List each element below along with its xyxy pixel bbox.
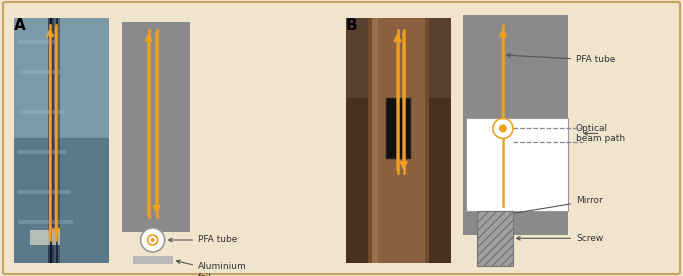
Bar <box>346 18 451 98</box>
Bar <box>346 18 451 263</box>
FancyBboxPatch shape <box>3 2 680 274</box>
Bar <box>18 220 73 224</box>
Bar <box>346 98 451 263</box>
Bar <box>14 18 109 138</box>
Bar <box>56 18 58 263</box>
Bar <box>386 98 410 158</box>
Bar <box>54 18 60 263</box>
Bar <box>368 18 372 263</box>
Bar <box>463 15 568 235</box>
Bar <box>30 230 60 245</box>
Text: PFA tube: PFA tube <box>507 54 615 65</box>
Bar <box>466 118 568 211</box>
Text: Screw: Screw <box>516 234 603 243</box>
Circle shape <box>493 118 513 138</box>
Circle shape <box>499 124 507 132</box>
Circle shape <box>150 238 154 242</box>
Bar <box>368 18 429 263</box>
Circle shape <box>148 235 158 245</box>
Text: A: A <box>14 18 26 33</box>
Circle shape <box>141 228 165 252</box>
Text: Aluminium
foil: Aluminium foil <box>176 260 247 276</box>
Bar <box>372 18 378 263</box>
Bar <box>18 40 58 44</box>
Bar <box>14 138 109 263</box>
Bar <box>477 211 512 266</box>
Bar <box>48 18 54 263</box>
Bar <box>18 190 70 194</box>
Bar <box>50 18 52 263</box>
Text: B: B <box>346 18 358 33</box>
Bar <box>14 18 109 263</box>
Bar <box>133 256 173 264</box>
Bar <box>18 70 61 74</box>
Text: Mirror: Mirror <box>484 196 603 219</box>
Text: PFA tube: PFA tube <box>169 235 238 245</box>
Bar <box>425 18 429 263</box>
Bar <box>18 110 64 114</box>
Text: Optical
beam path: Optical beam path <box>576 124 625 143</box>
Bar <box>122 22 190 232</box>
Bar <box>18 150 67 154</box>
